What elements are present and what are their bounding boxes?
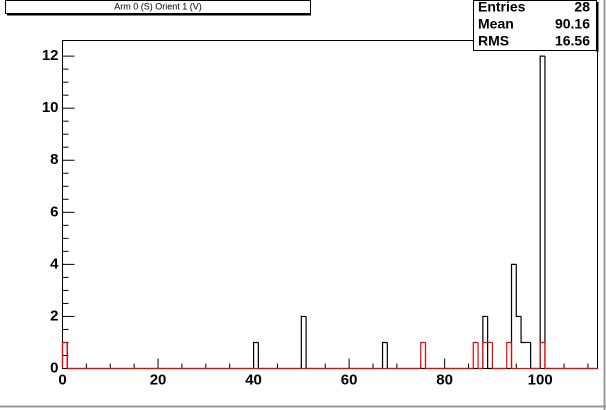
histogram-bin	[420, 341, 426, 369]
histogram-bin	[544, 342, 550, 370]
stats-value: 16.56	[555, 33, 590, 49]
histogram-bin	[482, 341, 488, 369]
stats-value: 90.16	[555, 16, 590, 32]
histogram-bin	[487, 316, 493, 370]
histogram-bin	[381, 341, 388, 369]
stats: Entries 28 Mean 90.16 RMS 16.56	[478, 0, 590, 49]
stats-label: Mean	[478, 16, 514, 32]
histogram-bin	[520, 316, 526, 344]
histogram-bin	[491, 342, 498, 370]
histogram-bin	[66, 342, 73, 370]
y-tick-label: 8	[50, 151, 58, 168]
histogram-bin	[539, 55, 545, 369]
x-tick-label: 60	[341, 371, 358, 388]
histogram-bin	[515, 264, 522, 318]
y-tick-label: 10	[42, 99, 59, 116]
x-tick-label: 20	[150, 371, 167, 388]
x-tick-label: 40	[245, 371, 262, 388]
stats-box	[473, 0, 597, 51]
histogram-bin	[506, 341, 512, 369]
plot-area: 0 2 4 6 8 10 12 0 20 40 60 80 100	[42, 47, 598, 388]
y-tick-label: 4	[50, 255, 59, 272]
histogram-bin	[300, 315, 307, 369]
histogram-bin	[472, 341, 479, 369]
x-tick-label: 100	[528, 371, 553, 388]
x-tick-label: 0	[58, 371, 66, 388]
stats-value: 28	[574, 0, 590, 15]
y-tick-label: 6	[50, 203, 58, 220]
stats-label: Entries	[478, 0, 526, 15]
histogram-bin	[252, 341, 259, 369]
x-tick-label: 80	[436, 371, 453, 388]
histogram-bin	[539, 341, 545, 369]
histogram-bin	[510, 263, 517, 369]
title: Arm 0 (S) Orient 1 (V)	[114, 1, 202, 11]
y-tick-label: 2	[50, 307, 58, 324]
histogram-bin	[477, 342, 483, 370]
histogram-bin	[61, 341, 68, 369]
frame	[62, 40, 598, 369]
y-tick-label: 0	[50, 359, 58, 376]
y-tick-label: 12	[42, 47, 59, 64]
histogram-bin	[510, 342, 517, 370]
histogram-bin	[424, 342, 431, 370]
stats-label: RMS	[478, 33, 509, 49]
